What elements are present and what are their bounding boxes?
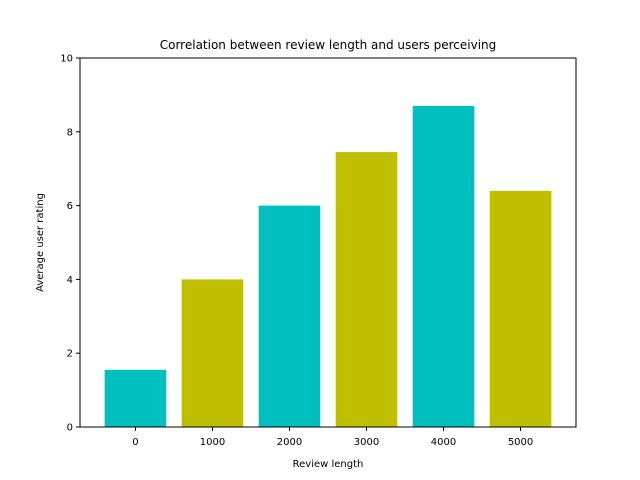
x-tick-label: 0 bbox=[132, 437, 138, 448]
x-tick-label: 5000 bbox=[508, 437, 533, 448]
bar-0 bbox=[104, 369, 167, 427]
x-tick-label: 1000 bbox=[200, 437, 225, 448]
y-tick-label: 8 bbox=[67, 127, 73, 138]
x-tick-label: 4000 bbox=[431, 437, 456, 448]
bars-group bbox=[104, 105, 552, 427]
y-tick-label: 10 bbox=[60, 54, 73, 65]
y-tick-label: 4 bbox=[67, 275, 73, 286]
x-axis-label: Review length bbox=[293, 459, 364, 470]
y-axis: 0 2 4 6 8 10 bbox=[60, 54, 80, 434]
x-tick-label: 3000 bbox=[354, 437, 379, 448]
bar-4000 bbox=[412, 105, 475, 427]
x-axis: 0 1000 2000 3000 4000 5000 bbox=[132, 427, 533, 448]
y-axis-label: Average user rating bbox=[35, 193, 46, 292]
bar-3000 bbox=[335, 152, 398, 427]
x-tick-label: 2000 bbox=[277, 437, 302, 448]
plot-frame bbox=[79, 57, 577, 428]
y-tick-label: 6 bbox=[67, 201, 73, 212]
chart-title: Correlation between review length and us… bbox=[160, 38, 497, 52]
y-tick-label: 0 bbox=[67, 423, 73, 434]
bar-1000 bbox=[181, 279, 244, 427]
bar-2000 bbox=[258, 205, 321, 427]
bar-5000 bbox=[489, 190, 552, 427]
y-tick-label: 2 bbox=[67, 349, 73, 360]
